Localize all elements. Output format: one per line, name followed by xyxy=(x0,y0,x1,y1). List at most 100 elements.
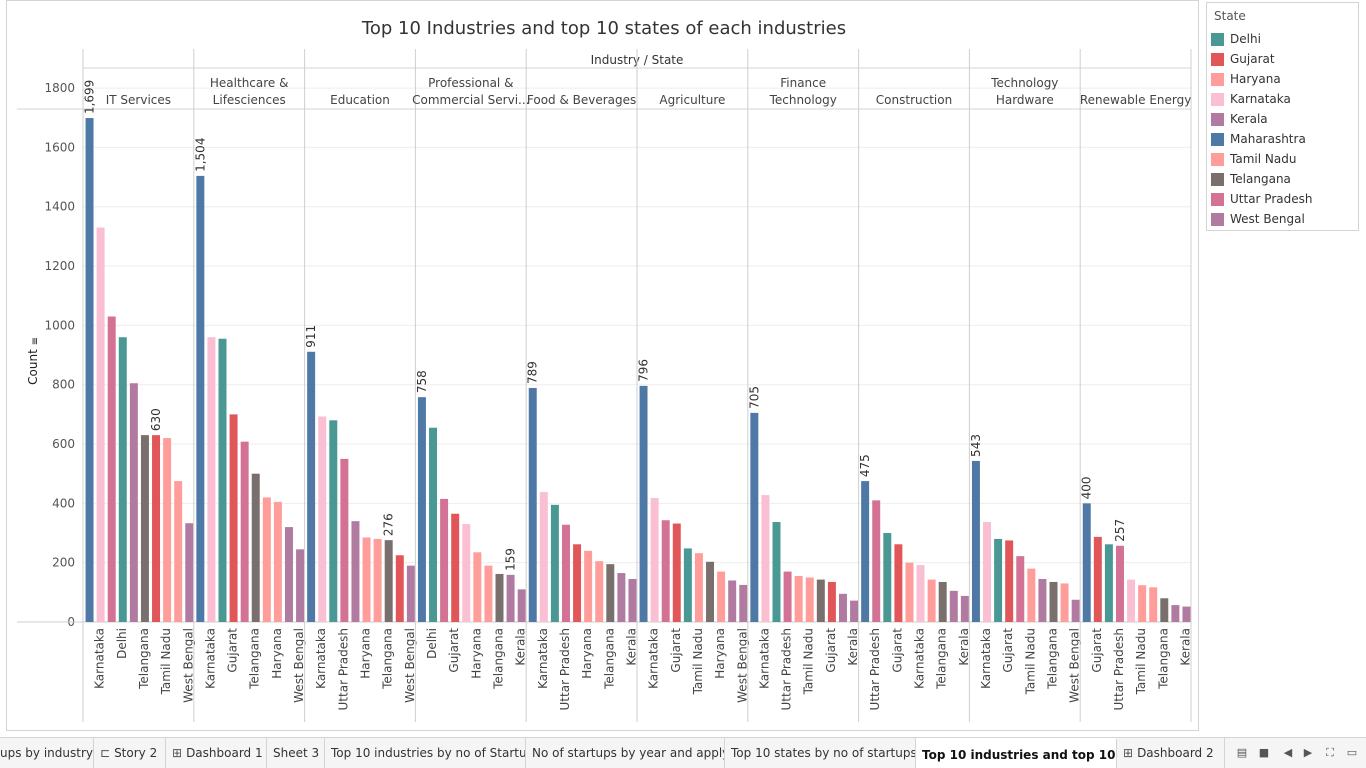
legend-item[interactable]: Tamil Nadu xyxy=(1207,149,1358,169)
sheet-tab-label: Top 10 states by no of startups xyxy=(731,746,916,760)
bar xyxy=(1182,606,1191,622)
sheet-tab-label: Sheet 3 xyxy=(273,746,320,760)
sheet-tab[interactable]: ⊏ Story 2 xyxy=(94,738,166,768)
sheet-tab[interactable]: Top 10 industries and top 10 s... xyxy=(916,738,1117,768)
legend-item[interactable]: Delhi xyxy=(1207,29,1358,49)
bar xyxy=(683,548,692,622)
sheet-tab[interactable]: ups by industry xyxy=(0,738,94,768)
bar xyxy=(938,581,947,622)
legend-swatch xyxy=(1211,72,1224,86)
bar xyxy=(1138,585,1147,622)
x-tick-label: Tamil Nadu xyxy=(802,628,816,695)
show-tabs-icon[interactable]: ■ xyxy=(1258,746,1270,759)
bar xyxy=(373,538,382,622)
presentation-icon[interactable]: ▭ xyxy=(1346,746,1358,759)
data-label: 630 xyxy=(149,408,163,431)
bar xyxy=(207,337,216,622)
industry-header: Technology xyxy=(769,93,837,107)
bar xyxy=(783,571,792,622)
y-tick-label: 1400 xyxy=(44,200,75,214)
bar xyxy=(772,522,781,622)
sheet-tab-label: ups by industry xyxy=(0,746,93,760)
sheet-tab[interactable]: ⊞ Dashboard 2 xyxy=(1117,738,1225,768)
sheet-tab[interactable]: Top 10 industries by no of Startu... xyxy=(325,738,526,768)
legend-swatch xyxy=(1211,192,1224,206)
sheet-tab[interactable]: Top 10 states by no of startups xyxy=(725,738,916,768)
bar xyxy=(262,497,271,622)
bar xyxy=(694,553,703,622)
legend-item[interactable]: Uttar Pradesh xyxy=(1207,189,1358,209)
sheet-tab[interactable]: Sheet 3 xyxy=(267,738,325,768)
bar xyxy=(284,527,293,622)
sort-icon: ≡ xyxy=(30,337,41,345)
chart-frame: Top 10 Industries and top 10 states of e… xyxy=(6,0,1199,731)
data-label: 796 xyxy=(637,359,651,382)
y-tick-label: 800 xyxy=(52,378,75,392)
legend-title: State xyxy=(1214,9,1246,23)
bar xyxy=(395,555,404,622)
fullscreen-icon[interactable]: ⛶ xyxy=(1326,746,1334,759)
industry-header: Renewable Energy xyxy=(1080,93,1192,107)
data-label: 1,699 xyxy=(83,80,97,114)
x-tick-label: Karnataka xyxy=(979,628,993,689)
bar xyxy=(218,338,227,622)
bar xyxy=(994,538,1003,622)
legend-item[interactable]: Maharashtra xyxy=(1207,129,1358,149)
previous-sheet-icon[interactable]: ◀ xyxy=(1283,746,1293,759)
legend-swatch xyxy=(1211,92,1224,106)
x-tick-label: Uttar Pradesh xyxy=(558,628,572,710)
bar xyxy=(163,438,172,622)
x-tick-label: Gujarat xyxy=(1001,628,1015,673)
legend-item[interactable]: Kerala xyxy=(1207,109,1358,129)
sheet-tab-label: Dashboard 2 xyxy=(1137,746,1214,760)
data-label: 475 xyxy=(858,454,872,477)
legend-item[interactable]: Haryana xyxy=(1207,69,1358,89)
sheet-tab[interactable]: ⊞ Dashboard 1 xyxy=(166,738,267,768)
bar xyxy=(362,537,371,622)
bar xyxy=(473,552,482,622)
legend-label: West Bengal xyxy=(1230,212,1305,226)
x-tick-label: Haryana xyxy=(580,628,594,679)
x-tick-label: Karnataka xyxy=(913,628,927,689)
next-sheet-icon[interactable]: ▶ xyxy=(1303,746,1313,759)
bar xyxy=(152,435,161,622)
bar xyxy=(140,435,149,622)
bar xyxy=(517,589,526,622)
bar xyxy=(872,500,881,622)
dashboard-icon: ⊞ xyxy=(172,746,183,760)
legend-swatch xyxy=(1211,132,1224,146)
bar xyxy=(1127,579,1136,622)
x-tick-label: West Bengal xyxy=(1068,628,1082,703)
show-filmstrip-icon[interactable]: ▤ xyxy=(1236,746,1248,759)
bar xyxy=(573,544,582,622)
bar xyxy=(1093,536,1102,622)
legend-label: Kerala xyxy=(1230,112,1268,126)
bar xyxy=(340,458,349,622)
x-tick-label: Telangana xyxy=(137,628,151,690)
y-tick-label: 1200 xyxy=(44,259,75,273)
bar xyxy=(129,383,138,622)
industry-header: Agriculture xyxy=(659,93,725,107)
y-axis-label: Count xyxy=(26,349,40,385)
legend-item[interactable]: Karnataka xyxy=(1207,89,1358,109)
bar xyxy=(1104,544,1113,622)
sheet-tab[interactable]: No of startups by year and apply... xyxy=(526,738,725,768)
legend-swatch xyxy=(1211,172,1224,186)
legend-item[interactable]: Gujarat xyxy=(1207,49,1358,69)
industry-header: IT Services xyxy=(106,93,171,107)
x-tick-label: Karnataka xyxy=(314,628,328,689)
bar xyxy=(717,571,726,622)
legend-item[interactable]: West Bengal xyxy=(1207,209,1358,229)
y-tick-label: 1600 xyxy=(44,140,75,154)
x-tick-label: Uttar Pradesh xyxy=(336,628,350,710)
bar xyxy=(550,504,559,622)
x-tick-label: Haryana xyxy=(359,628,373,679)
x-tick-label: West Bengal xyxy=(181,628,195,703)
bar xyxy=(706,561,715,622)
bar xyxy=(561,524,570,622)
x-tick-label: Haryana xyxy=(469,628,483,679)
legend-item[interactable]: Telangana xyxy=(1207,169,1358,189)
x-tick-label: Telangana xyxy=(492,628,506,690)
bar xyxy=(650,498,659,622)
x-tick-label: Gujarat xyxy=(447,628,461,673)
